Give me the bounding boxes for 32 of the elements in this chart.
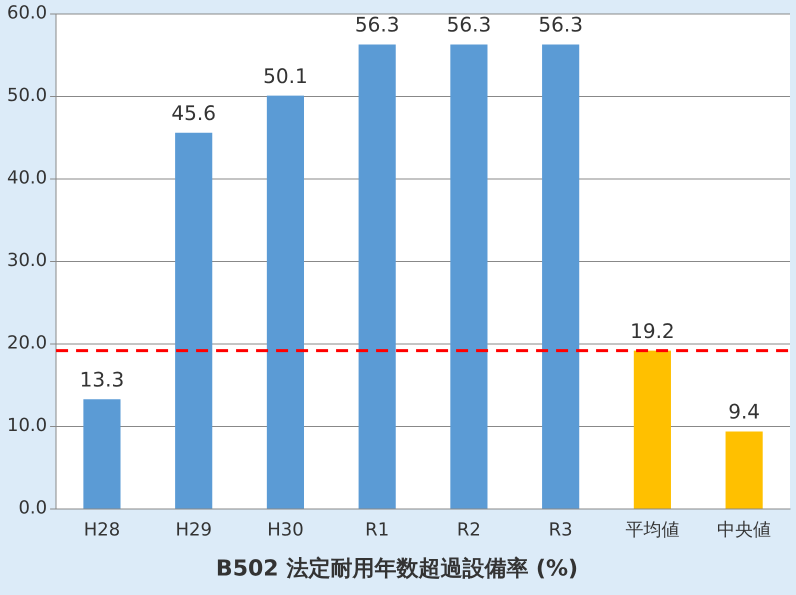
data-label: 56.3	[538, 12, 583, 37]
x-tick-label: 中央値	[717, 519, 772, 540]
data-label: 19.2	[630, 318, 675, 343]
x-tick-label: 平均値	[625, 519, 680, 540]
y-tick-label: 10.0	[7, 415, 48, 436]
bar	[634, 350, 671, 508]
y-tick-label: 0.0	[18, 498, 48, 519]
x-tick-label: R3	[548, 519, 573, 540]
x-tick-label: H29	[175, 519, 212, 540]
data-label: 13.3	[80, 367, 124, 392]
x-tick-label: R2	[456, 519, 481, 540]
bar	[358, 44, 396, 508]
data-label: 56.3	[354, 12, 400, 37]
bar	[83, 399, 121, 508]
x-tick-label: H30	[267, 519, 304, 540]
bar	[175, 132, 212, 508]
y-tick-label: 20.0	[7, 332, 48, 354]
bar	[542, 44, 580, 508]
text: B502 法定耐用年数超過設備率 (%)	[216, 556, 578, 582]
data-label: 45.6	[171, 101, 216, 126]
data-label: 50.1	[263, 64, 308, 88]
data-label: 56.3	[446, 12, 492, 37]
bar	[266, 96, 304, 508]
y-tick-label: 30.0	[7, 250, 48, 272]
y-tick-label: 60.0	[7, 2, 48, 24]
y-tick-label: 50.0	[7, 85, 48, 106]
x-tick-label: R1	[365, 519, 390, 540]
data-label: 9.4	[728, 400, 760, 424]
y-tick-label: 40.0	[7, 168, 48, 189]
bar	[450, 44, 488, 508]
x-tick-label: H28	[84, 519, 120, 540]
bar	[726, 431, 763, 508]
